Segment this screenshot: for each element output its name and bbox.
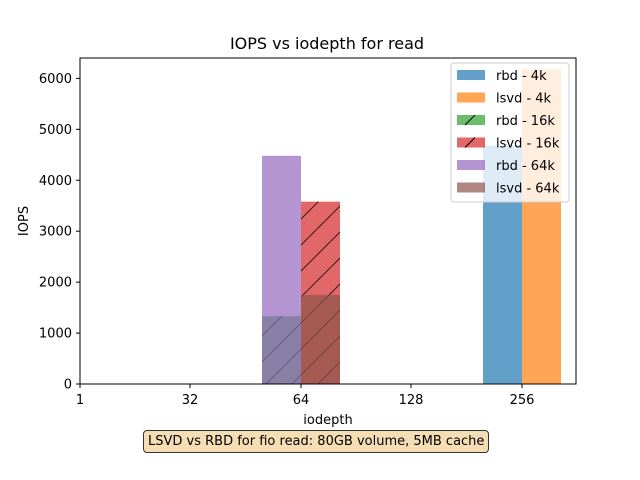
legend-swatch-lsvd-16k [457, 137, 485, 148]
legend-swatch-lsvd-4k [457, 92, 485, 103]
y-tick-label-1000: 1000 [39, 327, 72, 342]
y-tick-label-4000: 4000 [39, 174, 72, 189]
plot-frame [79, 57, 577, 385]
bar-rbd-64k-64 [262, 155, 301, 384]
y-tick-label-3000: 3000 [39, 225, 72, 240]
y-tick-label-2000: 2000 [39, 276, 72, 291]
legend-swatch-rbd-4k [457, 70, 485, 80]
x-axis-label: iodepth [303, 413, 352, 428]
bar-lsvd-64k-64 [301, 294, 340, 384]
caption-box: LSVD vs RBD for fio read: 80GB volume, 5… [143, 430, 490, 453]
legend-swatch-lsvd-64k [457, 182, 485, 193]
legend-swatch-rbd-64k [457, 160, 485, 170]
y-tick-label-0: 0 [64, 378, 72, 393]
x-tick-label-256: 256 [510, 393, 535, 408]
x-tick-label-64: 64 [293, 393, 310, 408]
x-tick-label-1: 1 [76, 393, 84, 408]
x-tick-label-128: 128 [399, 393, 424, 408]
chart-title: IOPS vs iodepth for read [230, 34, 424, 53]
legend-label-lsvd-4k: lsvd - 4k [496, 92, 552, 107]
legend-label-rbd-4k: rbd - 4k [496, 69, 547, 84]
legend-label-rbd-64k: rbd - 64k [496, 159, 555, 174]
y-tick-label-6000: 6000 [39, 72, 72, 87]
legend-hatch-lsvd-16k [464, 137, 476, 148]
x-tick-label-32: 32 [182, 393, 199, 408]
y-axis-label: IOPS [17, 206, 32, 236]
legend-swatch-rbd-16k [457, 115, 485, 125]
y-tick-label-5000: 5000 [39, 123, 72, 138]
legend-label-rbd-16k: rbd - 16k [496, 114, 555, 129]
legend-label-lsvd-16k: lsvd - 16k [496, 137, 560, 152]
legend-label-lsvd-64k: lsvd - 64k [496, 182, 560, 197]
legend: rbd - 4k lsvd - 4k rbd - 16k lsvd - 16k rbd … [450, 62, 570, 203]
legend-hatch-rbd-16k [464, 114, 476, 126]
axes-layer: 1 32 64 128 256 0 1000 2000 3000 4000 5000 6000 [39, 72, 535, 408]
